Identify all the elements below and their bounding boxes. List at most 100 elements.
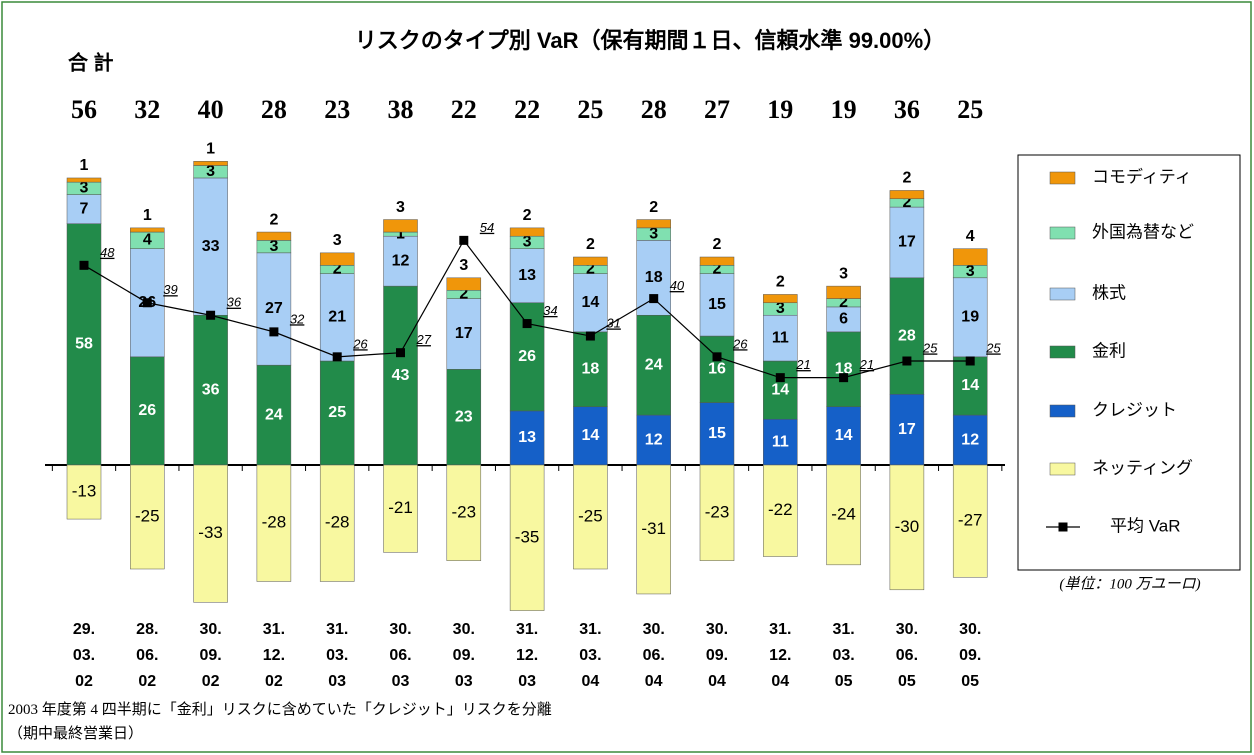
total-label: 19	[767, 95, 793, 124]
data-label: 14	[771, 381, 789, 398]
bar-segment	[889, 464, 925, 591]
avg-label: 40	[670, 278, 685, 293]
data-label: 2	[902, 170, 911, 187]
data-label: 2	[839, 294, 848, 311]
legend-swatch	[1049, 345, 1076, 359]
data-label: 1	[80, 157, 89, 174]
data-label: 3	[206, 163, 215, 180]
data-label: -30	[895, 517, 920, 536]
bar-segment	[383, 235, 418, 287]
data-label: -33	[198, 523, 223, 542]
x-tick-label: 31. 03. 03	[326, 621, 349, 690]
data-label: -27	[958, 511, 983, 530]
data-label: 33	[202, 238, 220, 255]
avg-label: 34	[543, 303, 557, 318]
bar-segment	[130, 356, 165, 466]
legend-label: ネッティング	[1092, 458, 1193, 477]
data-label: 2	[902, 194, 911, 211]
data-label: 3	[80, 180, 89, 197]
bar-segment	[636, 314, 671, 416]
data-label: 36	[202, 381, 220, 398]
total-label: 22	[451, 95, 477, 124]
bar-segment	[889, 277, 925, 395]
bar-segment	[509, 227, 545, 237]
total-label: 38	[388, 95, 414, 124]
bar-segment	[573, 273, 608, 333]
avg-marker	[649, 294, 659, 304]
data-label: 11	[772, 433, 789, 450]
data-label: -22	[768, 500, 793, 519]
bar-segment	[383, 219, 418, 233]
x-tick-label: 30. 06. 05	[895, 621, 919, 690]
chart-title: リスクのタイプ別 VaR（保有期間１日、信頼水準 99.00%）	[355, 28, 945, 53]
data-label: 24	[645, 356, 663, 373]
data-label: 1	[143, 207, 152, 224]
unit-note: (単位：100 万ユーロ)	[1059, 575, 1200, 592]
x-tick-label: 30. 06. 04	[642, 621, 665, 690]
bar-segment	[130, 227, 165, 233]
data-label: -23	[705, 502, 730, 521]
bar-segment	[319, 252, 355, 266]
data-label: -31	[641, 519, 666, 538]
bar-segment	[509, 248, 545, 304]
bar-segment	[636, 219, 671, 229]
legend-swatch	[1049, 171, 1076, 185]
data-label: 2	[459, 286, 468, 303]
bar-segment	[952, 414, 988, 466]
bar-segment	[636, 464, 671, 595]
avg-label: 21	[795, 357, 810, 372]
bar-segment	[256, 364, 292, 466]
data-label: 21	[328, 309, 346, 326]
bar-segment	[763, 464, 798, 557]
x-tick-label: 31. 12. 03	[515, 621, 539, 690]
data-label: 12	[645, 431, 663, 448]
x-tick-label: 31. 03. 05	[832, 621, 855, 690]
bar-segment	[763, 294, 798, 304]
bar-segment	[446, 277, 482, 291]
avg-marker	[712, 352, 722, 362]
avg-label: 25	[922, 340, 938, 355]
data-label: 18	[582, 361, 600, 378]
data-label: 17	[898, 234, 916, 251]
bar-segment	[193, 161, 228, 166]
data-label: 7	[80, 200, 89, 217]
data-label: 3	[649, 225, 658, 242]
avg-marker	[775, 373, 785, 383]
bar-segment	[256, 231, 292, 241]
data-label: 2	[776, 274, 785, 291]
data-label: 19	[961, 309, 979, 326]
data-label: 14	[961, 377, 979, 394]
total-label: 25	[957, 95, 983, 124]
avg-label: 26	[732, 336, 748, 351]
bar-segment	[952, 356, 988, 416]
data-label: 2	[649, 199, 658, 216]
data-label: 3	[966, 263, 975, 280]
data-label: 2	[713, 261, 722, 278]
avg-marker	[269, 327, 279, 337]
total-label: 28	[641, 95, 667, 124]
x-tick-label: 30. 09. 05	[959, 621, 982, 690]
avg-marker	[396, 348, 405, 358]
avg-label: 31	[606, 315, 620, 330]
bar-segment	[573, 331, 608, 408]
data-label: 2	[713, 236, 722, 253]
legend-swatch	[1058, 522, 1068, 532]
avg-label: 48	[100, 245, 115, 260]
bar-segment	[319, 464, 355, 582]
total-label: 22	[514, 95, 540, 124]
data-label: 14	[582, 294, 600, 311]
bar-segment	[826, 285, 861, 299]
x-tick-label: 29. 03. 02	[72, 621, 96, 690]
bar-segment	[889, 394, 925, 466]
bar-segment	[383, 464, 418, 553]
data-label: 3	[839, 265, 848, 282]
bar-segment	[889, 190, 925, 200]
data-label: 25	[328, 404, 346, 421]
bar-segment	[193, 464, 228, 603]
avg-label: 36	[227, 295, 242, 310]
data-label: 17	[455, 325, 473, 342]
total-label: 32	[134, 95, 160, 124]
x-tick-label: 31. 12. 04	[769, 621, 792, 690]
avg-marker	[522, 319, 532, 329]
